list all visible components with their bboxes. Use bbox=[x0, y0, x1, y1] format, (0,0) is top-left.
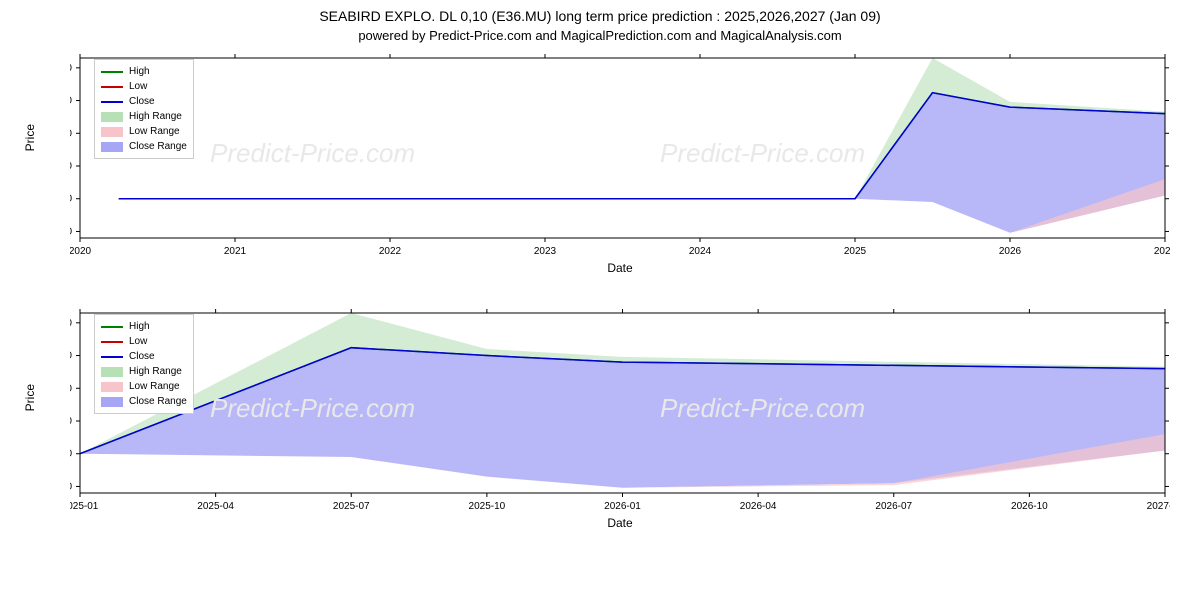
x-tick-label: 2026-07 bbox=[875, 501, 912, 512]
x-tick-label: 2027-01 bbox=[1147, 501, 1170, 512]
legend-swatch bbox=[101, 142, 123, 152]
x-tick-label: 2025 bbox=[844, 246, 867, 257]
x-tick-label: 2025-10 bbox=[469, 501, 506, 512]
legend-item: High bbox=[101, 64, 187, 79]
x-tick-label: 2025-01 bbox=[70, 501, 99, 512]
x-tick-label: 2023 bbox=[534, 246, 557, 257]
legend-item: Low Range bbox=[101, 379, 187, 394]
legend-item: High bbox=[101, 319, 187, 334]
y-tick-label: 0 bbox=[70, 449, 72, 460]
y-tick-label: 50 bbox=[70, 161, 72, 172]
legend-label: Low bbox=[129, 81, 147, 92]
chart-container: SEABIRD EXPLO. DL 0,10 (E36.MU) long ter… bbox=[0, 0, 1200, 600]
legend-swatch bbox=[101, 382, 123, 392]
x-tick-label: 2024 bbox=[689, 246, 712, 257]
x-tick-label: 2026-10 bbox=[1011, 501, 1048, 512]
legend-label: Close bbox=[129, 96, 155, 107]
legend-swatch bbox=[101, 86, 123, 88]
legend-swatch bbox=[101, 101, 123, 103]
chart-top: Price HighLowCloseHigh RangeLow RangeClo… bbox=[70, 53, 1170, 263]
y-tick-label: 100 bbox=[70, 128, 72, 139]
x-tick-label: 2021 bbox=[224, 246, 247, 257]
x-axis-label-bottom: Date bbox=[70, 516, 1170, 530]
y-tick-label: 0 bbox=[70, 194, 72, 205]
legend-label: Low Range bbox=[129, 381, 180, 392]
y-tick-label: 150 bbox=[70, 96, 72, 107]
legend-item: Close Range bbox=[101, 394, 187, 409]
y-tick-label: 200 bbox=[70, 63, 72, 74]
x-tick-label: 2025-07 bbox=[333, 501, 370, 512]
chart-svg-bottom: -50 0 50 100 150 200 2025-01 2025-04 2025-07 2025… bbox=[70, 308, 1170, 518]
legend-label: High bbox=[129, 321, 150, 332]
y-tick-label: 50 bbox=[70, 416, 72, 427]
legend-label: High bbox=[129, 66, 150, 77]
legend-item: Low bbox=[101, 334, 187, 349]
legend-item: Close Range bbox=[101, 139, 187, 154]
x-tick-label: 2026 bbox=[999, 246, 1022, 257]
y-axis-label-bottom: Price bbox=[23, 384, 37, 411]
subtitle: powered by Predict-Price.com and Magical… bbox=[0, 24, 1200, 43]
legend-bottom: High Low Close High Range Low Range Close Ran… bbox=[94, 314, 194, 414]
legend-item: Low Range bbox=[101, 124, 187, 139]
y-tick-label: 150 bbox=[70, 351, 72, 362]
x-tick-label: 2027 bbox=[1154, 246, 1170, 257]
chart-svg-top: -50 0 50 100 150 200 2020 2021 2022 2023 2024 2025 2… bbox=[70, 53, 1170, 263]
legend-item: Low bbox=[101, 79, 187, 94]
legend-label: Low bbox=[129, 336, 147, 347]
legend-top: High Low Close High Range Low Range Close Ran… bbox=[94, 59, 194, 159]
legend-swatch bbox=[101, 127, 123, 137]
x-tick-label: 2025-04 bbox=[197, 501, 234, 512]
legend-label: Close bbox=[129, 351, 155, 362]
legend-label: High Range bbox=[129, 111, 182, 122]
legend-label: Close Range bbox=[129, 396, 187, 407]
y-axis-label-top: Price bbox=[23, 124, 37, 151]
legend-item: High Range bbox=[101, 109, 187, 124]
range-fill bbox=[855, 93, 1165, 233]
legend-label: High Range bbox=[129, 366, 182, 377]
legend-label: Close Range bbox=[129, 141, 187, 152]
legend-swatch bbox=[101, 326, 123, 328]
x-tick-label: 2020 bbox=[70, 246, 92, 257]
legend-swatch bbox=[101, 367, 123, 377]
main-title: SEABIRD EXPLO. DL 0,10 (E36.MU) long ter… bbox=[0, 0, 1200, 24]
legend-item: Close bbox=[101, 94, 187, 109]
legend-item: High Range bbox=[101, 364, 187, 379]
x-tick-label: 2026-04 bbox=[740, 501, 777, 512]
legend-swatch bbox=[101, 71, 123, 73]
legend-swatch bbox=[101, 341, 123, 343]
y-tick-label: -50 bbox=[70, 481, 72, 492]
legend-item: Close bbox=[101, 349, 187, 364]
legend-swatch bbox=[101, 356, 123, 358]
legend-label: Low Range bbox=[129, 126, 180, 137]
y-tick-label: 200 bbox=[70, 318, 72, 329]
x-axis-label-top: Date bbox=[70, 261, 1170, 275]
x-tick-label: 2022 bbox=[379, 246, 402, 257]
chart-bottom: Price HighLowCloseHigh RangeLow RangeClo… bbox=[70, 308, 1170, 528]
y-tick-label: 100 bbox=[70, 383, 72, 394]
legend-swatch bbox=[101, 112, 123, 122]
y-tick-label: -50 bbox=[70, 226, 72, 237]
legend-swatch bbox=[101, 397, 123, 407]
x-tick-label: 2026-01 bbox=[604, 501, 641, 512]
